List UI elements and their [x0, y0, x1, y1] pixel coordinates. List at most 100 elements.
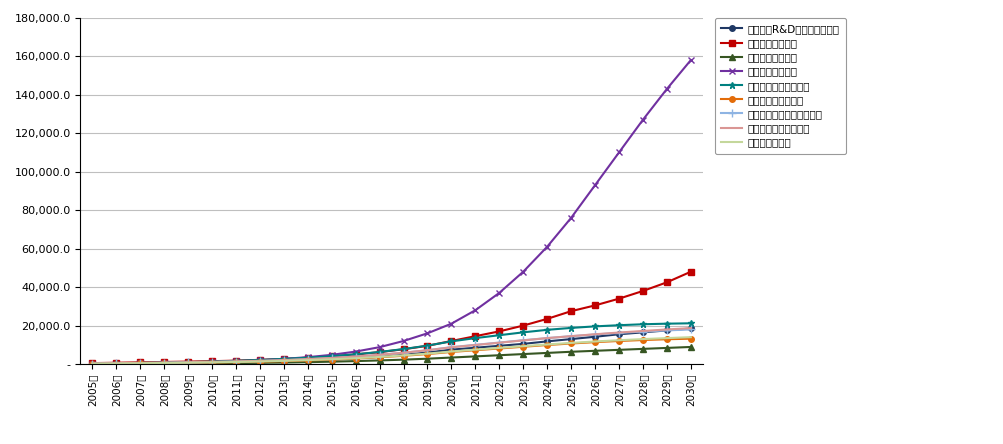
플랜트기술고도화사업 — [110, 361, 122, 366]
플랜트기술고도화사업 — [468, 336, 480, 341]
Line: 첨단도시개발사업: 첨단도시개발사업 — [88, 57, 694, 367]
지역기술혁신사업 — [302, 360, 314, 365]
플랜트기술고도화사업 — [445, 339, 457, 344]
교통체계효율화사업 — [206, 360, 218, 365]
첨단도시개발사업 — [325, 352, 337, 357]
지역기술혁신사업 — [325, 359, 337, 365]
지역기술혁신사업 — [589, 348, 601, 353]
미래도시철도기술개발사업 — [397, 350, 409, 355]
지역기술혁신사업 — [230, 361, 242, 366]
건설교통R&D정책인프라사업 — [349, 356, 361, 361]
Legend: 건설교통R&D정책인프라사업, 건설기술혁신사업, 지역기술혁신사업, 첨단도시개발사업, 플랜트기술고도화사업, 교통체계효율화사업, 미래도시철도기술개발사: 건설교통R&D정책인프라사업, 건설기술혁신사업, 지역기술혁신사업, 첨단도시… — [714, 18, 845, 154]
교통체계효율화사업 — [373, 355, 385, 360]
첨단도시개발사업 — [660, 86, 672, 91]
교통체계효율화사업 — [421, 351, 433, 357]
건설교통R&D정책인프라사업 — [86, 361, 98, 366]
건설교통R&D정책인프라사업 — [636, 329, 648, 335]
교통체계효율화사업 — [660, 337, 672, 342]
플랜트기술고도화사업 — [302, 355, 314, 361]
미래철도기술개발사업 — [157, 360, 170, 365]
플랜트기술고도화사업 — [613, 322, 625, 328]
건설기술혁신사업 — [445, 338, 457, 344]
미래도시철도기술개발사업 — [373, 352, 385, 357]
미래도시철도기술개발사업 — [230, 359, 242, 364]
첨단도시개발사업 — [157, 360, 170, 365]
지역기술혁신사업 — [182, 361, 194, 366]
첨단도시개발사업 — [684, 57, 696, 63]
지역기술혁신사업 — [541, 350, 553, 356]
Line: 플랜트기술고도화사업: 플랜트기술고도화사업 — [88, 320, 694, 367]
건설교통R&D정책인프라사업 — [397, 352, 409, 357]
항공선진화사업 — [589, 339, 601, 344]
지역기술혁신사업 — [421, 356, 433, 361]
미래철도기술개발사업 — [468, 342, 480, 348]
건설기술혁신사업 — [254, 357, 266, 362]
건설교통R&D정책인프라사업 — [110, 361, 122, 366]
플랜트기술고도화사업 — [325, 353, 337, 359]
교통체계효율화사업 — [182, 360, 194, 365]
지역기술혁신사업 — [636, 346, 648, 352]
첨단도시개발사업 — [565, 215, 577, 221]
미래도시철도기술개발사업 — [86, 361, 98, 366]
첨단도시개발사업 — [517, 269, 529, 274]
교통체계효율화사업 — [157, 361, 170, 366]
지역기술혁신사업 — [660, 345, 672, 351]
항공선진화사업 — [206, 360, 218, 365]
항공선진화사업 — [660, 336, 672, 341]
건설기술혁신사업 — [134, 360, 146, 365]
교통체계효율화사업 — [517, 344, 529, 349]
첨단도시개발사업 — [86, 361, 98, 366]
첨단도시개발사업 — [492, 290, 505, 296]
플랜트기술고도화사업 — [397, 346, 409, 352]
미래도시철도기술개발사업 — [182, 360, 194, 365]
지역기술혁신사업 — [254, 360, 266, 365]
첨단도시개발사업 — [589, 182, 601, 188]
미래철도기술개발사업 — [397, 350, 409, 355]
미래도시철도기술개발사업 — [421, 348, 433, 353]
건설교통R&D정책인프라사업 — [492, 343, 505, 349]
미래철도기술개발사업 — [254, 358, 266, 364]
미래도시철도기술개발사업 — [278, 357, 290, 363]
건설기술혁신사업 — [157, 359, 170, 365]
교통체계효율화사업 — [134, 361, 146, 366]
건설교통R&D정책인프라사업 — [684, 326, 696, 331]
미래도시철도기술개발사업 — [636, 329, 648, 334]
Line: 건설기술혁신사업: 건설기술혁신사업 — [89, 269, 693, 366]
항공선진화사업 — [134, 361, 146, 366]
미래철도기술개발사업 — [134, 360, 146, 365]
교통체계효율화사업 — [110, 361, 122, 366]
미래도시철도기술개발사업 — [684, 327, 696, 332]
교통체계효율화사업 — [589, 340, 601, 345]
지역기술혁신사업 — [517, 351, 529, 357]
미래철도기술개발사업 — [110, 361, 122, 366]
교통체계효율화사업 — [492, 346, 505, 351]
건설교통R&D정책인프라사업 — [373, 354, 385, 360]
건설교통R&D정책인프라사업 — [134, 361, 146, 366]
항공선진화사업 — [492, 345, 505, 351]
미래도시철도기술개발사업 — [206, 359, 218, 365]
교통체계효율화사업 — [302, 358, 314, 363]
건설교통R&D정책인프라사업 — [278, 359, 290, 364]
플랜트기술고도화사업 — [86, 361, 98, 366]
건설기술혁신사업 — [636, 288, 648, 293]
미래철도기술개발사업 — [182, 360, 194, 365]
미래도시철도기술개발사업 — [302, 357, 314, 362]
교통체계효율화사업 — [636, 337, 648, 343]
항공선진화사업 — [373, 354, 385, 360]
항공선진화사업 — [397, 353, 409, 358]
미래철도기술개발사업 — [206, 359, 218, 365]
건설교통R&D정책인프라사업 — [468, 345, 480, 350]
교통체계효율화사업 — [468, 348, 480, 353]
건설교통R&D정책인프라사업 — [445, 347, 457, 353]
건설교통R&D정책인프라사업 — [421, 350, 433, 355]
건설교통R&D정책인프라사업 — [302, 358, 314, 363]
플랜트기술고도화사업 — [182, 360, 194, 365]
미래철도기술개발사업 — [684, 325, 696, 331]
건설기술혁신사업 — [468, 333, 480, 339]
건설기술혁신사업 — [230, 358, 242, 363]
첨단도시개발사업 — [110, 361, 122, 366]
Line: 미래도시철도기술개발사업: 미래도시철도기술개발사업 — [88, 325, 694, 368]
항공선진화사업 — [684, 334, 696, 340]
건설기술혁신사업 — [589, 303, 601, 308]
미래도시철도기술개발사업 — [325, 356, 337, 361]
